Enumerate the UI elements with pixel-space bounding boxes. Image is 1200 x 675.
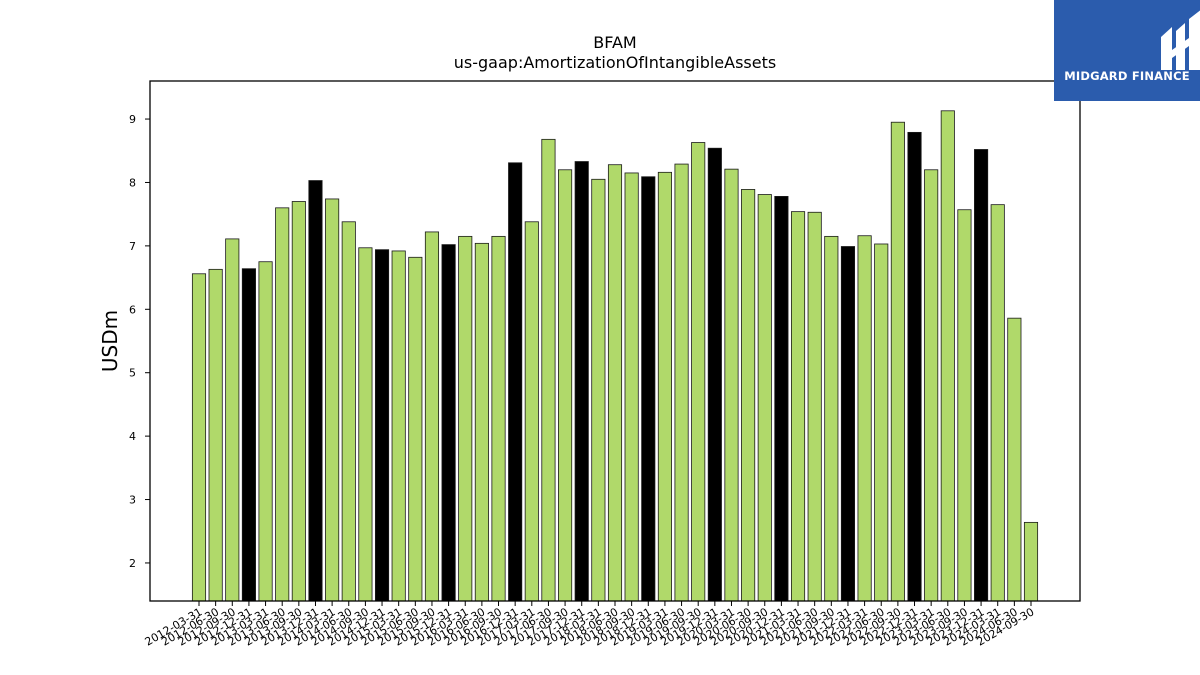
- x-ticks-group: 2012-03-312012-06-302012-09-302012-12-31…: [143, 601, 1037, 649]
- bar-2013-09-30: [291, 201, 306, 602]
- bar-2013-03-31: [258, 261, 273, 602]
- bar-2024-06-30: [1007, 317, 1022, 602]
- bar-2024-03-31: [990, 204, 1005, 602]
- bar-2022-09-30: [890, 121, 905, 602]
- bar-2014-03-31: [325, 198, 340, 602]
- bar-2014-12-31: [374, 249, 390, 602]
- bar-2024-09-30: [1023, 521, 1039, 602]
- bar-2015-09-30: [424, 231, 440, 602]
- bar-2019-12-31: [707, 147, 722, 602]
- bar-2023-12-31: [974, 149, 989, 602]
- bar-2021-09-30: [824, 235, 839, 602]
- bar-2023-06-30: [940, 110, 955, 602]
- bar-2020-06-30: [741, 189, 756, 602]
- bar-2016-12-31: [508, 162, 523, 602]
- brand-logo: MIDGARD FINANCE: [1054, 0, 1200, 101]
- bar-2020-12-31: [774, 196, 789, 602]
- bar-2014-06-30: [341, 221, 356, 602]
- bar-2018-12-31: [641, 176, 656, 602]
- bar-2012-03-31: [191, 273, 207, 602]
- bar-2018-09-30: [624, 172, 639, 602]
- chart-subtitle: us-gaap:AmortizationOfIntangibleAssets: [454, 53, 776, 72]
- y-tick-label: 2: [129, 557, 136, 570]
- bar-2016-09-30: [491, 235, 506, 602]
- y-tick-label: 7: [129, 240, 136, 253]
- bar-2020-03-31: [724, 168, 739, 602]
- bar-2018-03-31: [591, 178, 606, 602]
- bar-2016-03-31: [458, 235, 473, 602]
- midgard-logo-icon: [1161, 10, 1200, 70]
- bar-2015-03-31: [391, 250, 406, 602]
- bar-2019-06-30: [674, 163, 689, 602]
- y-axis-label: USDm: [98, 310, 122, 372]
- y-tick-label: 5: [129, 367, 136, 380]
- bars-group: [191, 110, 1039, 602]
- bar-2022-12-31: [907, 131, 922, 602]
- bar-2015-12-31: [441, 244, 456, 602]
- y-tick-label: 6: [129, 303, 136, 316]
- bar-2016-06-30: [474, 242, 489, 602]
- bar-2023-09-30: [957, 209, 972, 602]
- chart-title: BFAM: [593, 33, 636, 52]
- bar-2012-09-30: [225, 238, 240, 602]
- bar-2017-06-30: [541, 138, 556, 602]
- bar-2022-06-30: [874, 243, 889, 602]
- bar-2021-03-31: [790, 211, 806, 602]
- y-tick-label: 9: [129, 113, 136, 126]
- y-tick-label: 8: [129, 176, 136, 189]
- bar-2020-09-30: [757, 194, 772, 602]
- bar-2015-06-30: [408, 256, 423, 602]
- bar-2013-12-31: [308, 180, 323, 602]
- bar-2013-06-30: [275, 207, 290, 602]
- bar-2021-06-30: [807, 211, 822, 602]
- y-tick-label: 3: [129, 494, 136, 507]
- bar-2023-03-31: [924, 169, 939, 602]
- bar-2014-09-30: [358, 247, 373, 602]
- y-ticks-group: 2 3 4 5 6 7 8 9: [129, 113, 150, 570]
- bar-2017-09-30: [558, 169, 573, 602]
- bar-2022-03-31: [857, 235, 872, 602]
- bar-2017-03-31: [524, 221, 539, 602]
- bar-2019-03-31: [657, 171, 672, 602]
- bar-2012-06-30: [208, 268, 223, 602]
- bar-2012-12-31: [241, 268, 256, 602]
- brand-name: MIDGARD FINANCE: [1064, 69, 1190, 83]
- bar-2017-12-31: [574, 161, 589, 602]
- y-tick-label: 4: [129, 430, 136, 443]
- bar-2021-12-31: [840, 246, 856, 602]
- plot-frame: [149, 80, 1081, 602]
- bar-2019-09-30: [691, 142, 706, 602]
- bar-2018-06-30: [607, 164, 623, 602]
